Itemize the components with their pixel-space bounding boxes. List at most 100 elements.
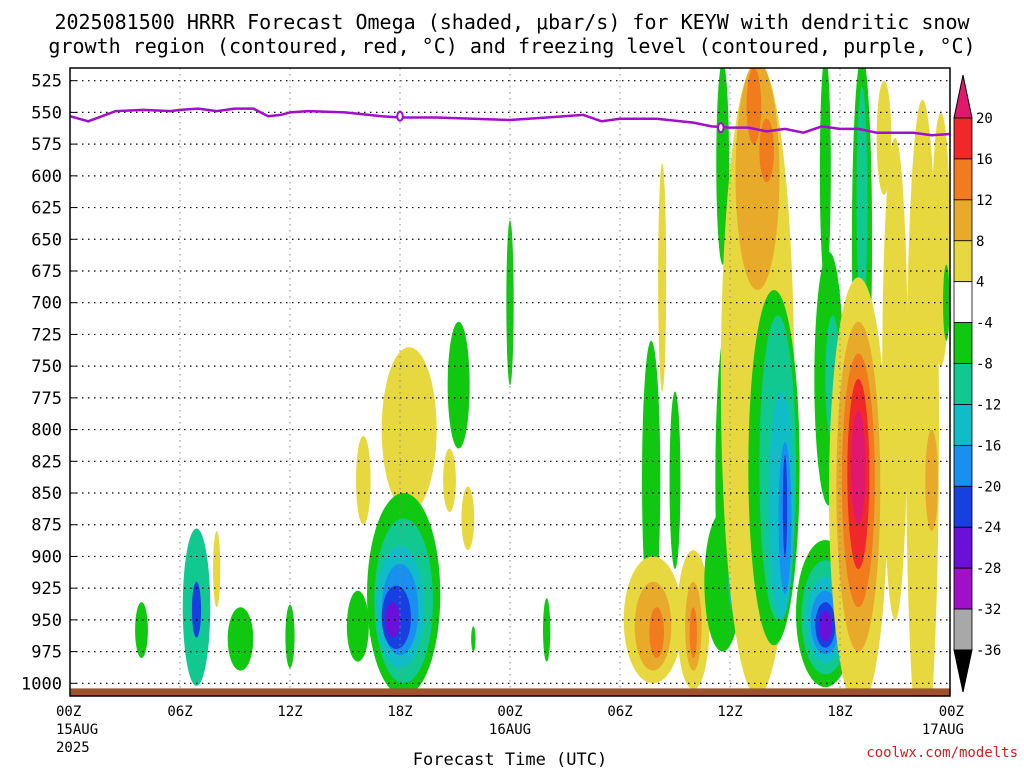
- omega-cell-31: [689, 607, 697, 658]
- omega-cell-10: [381, 347, 437, 513]
- y-tick-label-975: 975: [31, 643, 62, 663]
- surface-band: [70, 688, 950, 696]
- y-tick-label-600: 600: [31, 167, 62, 187]
- colorbar-label-11: -28: [976, 561, 1001, 577]
- y-tick-label-950: 950: [31, 611, 62, 631]
- x-tick-year-0: 2025: [56, 740, 90, 756]
- omega-cell-55: [818, 610, 832, 642]
- omega-cell-61: [882, 137, 908, 620]
- chart-title: 2025081500 HRRR Forecast Omega (shaded, …: [48, 10, 975, 58]
- x-tick-label-18: 18Z: [387, 704, 412, 720]
- omega-cell-4: [191, 581, 202, 638]
- colorbar-segment-4: [953, 281, 973, 324]
- colorbar-label-1: 16: [976, 152, 993, 168]
- x-tick-date-0: 15AUG: [56, 722, 98, 738]
- omega-cell-17: [385, 602, 400, 638]
- freezing-level-label-0: [396, 110, 404, 122]
- colorbar-segment-3: [953, 240, 973, 283]
- y-tick-label-1000: 1000: [21, 674, 62, 694]
- colorbar: 20 16 12 8 4 -4 -8 -12 -16 -20 -24 -28 -32 -36: [953, 74, 1001, 693]
- omega-cell-19: [461, 486, 475, 551]
- omega-cell-18: [447, 321, 470, 449]
- omega-cell-60: [851, 410, 866, 525]
- x-tick-label-24: 00Z: [497, 704, 522, 720]
- y-tick-label-575: 575: [31, 135, 62, 155]
- colorbar-label-7: -12: [976, 397, 1001, 413]
- colorbar-segment-10: [953, 526, 973, 569]
- omega-shading: [135, 68, 950, 696]
- colorbar-label-6: -8: [976, 357, 993, 373]
- x-tick-label-48: 00Z: [939, 704, 964, 720]
- x-tick-label-36: 12Z: [717, 704, 742, 720]
- y-tick-label-625: 625: [31, 199, 62, 219]
- colorbar-label-13: -36: [976, 643, 1001, 659]
- x-tick-date-48: 17AUG: [922, 722, 964, 738]
- y-tick-label-675: 675: [31, 262, 62, 282]
- colorbar-segment-11: [953, 567, 973, 610]
- y-tick-label-650: 650: [31, 230, 62, 250]
- colorbar-segment-8: [953, 444, 973, 487]
- colorbar-segment-1: [953, 158, 973, 201]
- colorbar-label-5: -4: [976, 316, 993, 332]
- omega-cell-11: [443, 448, 456, 513]
- y-tick-label-900: 900: [31, 547, 62, 567]
- omega-cell-2: [135, 602, 148, 658]
- x-tick-label-0: 00Z: [56, 704, 81, 720]
- omega-cell-7: [285, 604, 295, 669]
- x-tick-date-24: 16AUG: [489, 722, 531, 738]
- colorbar-label-0: 20: [976, 111, 993, 127]
- omega-cell-9: [356, 435, 371, 525]
- omega-cell-6: [227, 607, 254, 671]
- x-tick-label-30: 06Z: [607, 704, 632, 720]
- colorbar-label-2: 12: [976, 193, 993, 209]
- y-tick-label-925: 925: [31, 579, 62, 599]
- credit-text: coolwx.com/modelts: [866, 745, 1018, 761]
- colorbar-label-4: 4: [976, 275, 984, 291]
- y-tick-label-700: 700: [31, 294, 62, 314]
- colorbar-segment-5: [953, 322, 973, 364]
- y-tick-label-850: 850: [31, 484, 62, 504]
- surface-band-layer: [70, 688, 950, 696]
- omega-cell-28: [649, 607, 665, 658]
- y-tick-label-750: 750: [31, 357, 62, 377]
- freezing-level-layer: [70, 107, 950, 137]
- omega-cell-47: [819, 68, 831, 284]
- y-tick-label-825: 825: [31, 452, 62, 472]
- x-tick-label-6: 06Z: [167, 704, 192, 720]
- omega-cell-20: [471, 626, 476, 652]
- omega-cell-49: [856, 87, 868, 316]
- y-tick-label-525: 525: [31, 72, 62, 92]
- x-tick-label-42: 18Z: [827, 704, 852, 720]
- y-tick-label-800: 800: [31, 421, 62, 441]
- freezing-level-line: [70, 107, 950, 137]
- omega-cell-44: [782, 454, 788, 557]
- omega-cell-5: [213, 531, 221, 608]
- colorbar-top-triangle: [953, 74, 973, 119]
- chart-title-line1: 2025081500 HRRR Forecast Omega (shaded, …: [54, 10, 970, 34]
- plot-frame: [69, 67, 951, 697]
- colorbar-label-8: -16: [976, 438, 1001, 454]
- x-tick-label-12: 12Z: [277, 704, 302, 720]
- omega-cell-39: [759, 118, 775, 183]
- omega-cell-24: [658, 163, 667, 392]
- colorbar-segment-9: [953, 485, 973, 528]
- omega-cell-25: [669, 391, 681, 570]
- x-axis: 00Z 15AUG 2025 06Z 12Z 18Z 00Z 16AUG 06Z 12Z 18Z 00…: [56, 704, 964, 756]
- colorbar-segment-6: [953, 363, 973, 405]
- colorbar-segment-7: [953, 404, 973, 446]
- omega-cell-38: [746, 68, 762, 145]
- freezing-level-label-1: [717, 122, 725, 134]
- grid: [70, 68, 950, 696]
- y-tick-label-775: 775: [31, 389, 62, 409]
- y-axis: 525 550 575 600 625 650 675 700 725 750 775 800 825 8…: [21, 72, 76, 694]
- omega-cell-65: [876, 80, 892, 195]
- colorbar-segment-2: [953, 199, 973, 242]
- colorbar-label-3: 8: [976, 234, 984, 250]
- y-tick-label-725: 725: [31, 325, 62, 345]
- omega-cell-32: [716, 68, 730, 265]
- y-tick-label-550: 550: [31, 103, 62, 123]
- colorbar-segment-0: [953, 117, 973, 160]
- colorbar-bottom-triangle: [953, 649, 973, 693]
- omega-cell-8: [346, 590, 369, 662]
